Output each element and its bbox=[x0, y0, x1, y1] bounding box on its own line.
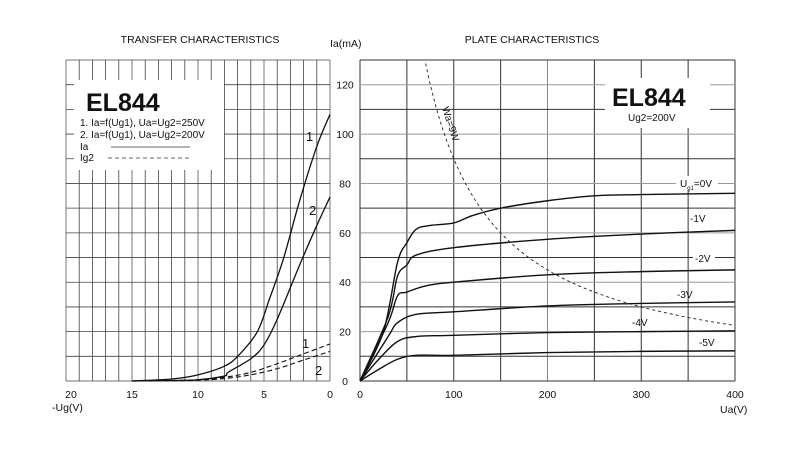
max-dissipation-curve bbox=[425, 63, 736, 326]
power-curve-label: Wa=9W bbox=[439, 106, 461, 144]
y-tick-label: 80 bbox=[339, 178, 351, 190]
x-tick-label: 0 bbox=[327, 389, 333, 401]
plate-series-1 bbox=[359, 229, 736, 382]
plate-title: PLATE CHARACTERISTICS bbox=[465, 34, 600, 46]
y-tick-label: 120 bbox=[336, 80, 354, 92]
y-tick-label: 0 bbox=[342, 376, 348, 388]
plate-x-tick-label: 100 bbox=[445, 389, 463, 401]
ig2-label-2: 2 bbox=[315, 363, 322, 378]
y-tick-label: 20 bbox=[339, 327, 351, 339]
curves bbox=[131, 63, 736, 382]
plate-series-5 bbox=[359, 350, 736, 382]
legend-ia-label: Ia bbox=[80, 142, 89, 153]
plate-heading: EL844 bbox=[612, 84, 686, 112]
transfer-series-ia-1 bbox=[131, 114, 331, 382]
label-0v: Ug1=0V bbox=[680, 179, 712, 192]
plate-series-2 bbox=[359, 269, 736, 382]
plate-subheading: Ug2=200V bbox=[628, 113, 676, 124]
curve-label-1: 1 bbox=[306, 129, 313, 144]
plate-heading-box bbox=[605, 78, 710, 128]
plate-series-3 bbox=[359, 301, 736, 382]
transfer-x-axis-label: -Ug(V) bbox=[52, 402, 83, 414]
plate-series-0 bbox=[359, 192, 736, 382]
y-tick-label: 100 bbox=[336, 129, 354, 141]
label-1v: -1V bbox=[690, 214, 706, 225]
plate-x-tick-label: 200 bbox=[539, 389, 557, 401]
legend-ig2-label: Ig2 bbox=[80, 153, 94, 164]
transfer-series-ig2-2 bbox=[131, 350, 331, 382]
plate-series-4 bbox=[359, 330, 736, 382]
transfer-series-ia-2 bbox=[131, 196, 331, 382]
y-tick-label: 40 bbox=[339, 277, 351, 289]
legend-box bbox=[74, 80, 224, 170]
transfer-title: TRANSFER CHARACTERISTICS bbox=[121, 34, 280, 46]
legend-heading: EL844 bbox=[86, 89, 160, 117]
x-tick-label: 10 bbox=[192, 389, 204, 401]
plate-curve-labels: Ug1=0V -1V -2V -3V -4V -5V Wa=9W bbox=[439, 106, 718, 349]
plate-x-axis-label: Ua(V) bbox=[720, 404, 747, 416]
plate-x-tick-label: 300 bbox=[632, 389, 650, 401]
label-3v: -3V bbox=[677, 290, 693, 301]
x-tick-label: 5 bbox=[261, 389, 267, 401]
label-5v: -5V bbox=[699, 338, 715, 349]
label-2v: -2V bbox=[695, 254, 711, 265]
y-axis-label: Ia(mA) bbox=[330, 38, 362, 50]
x-tick-label: 20 bbox=[65, 389, 77, 401]
y-tick-label: 60 bbox=[339, 228, 351, 240]
label-4v: -4V bbox=[632, 318, 648, 329]
legend-line-1: 1. Ia=f(Ug1), Ua=Ug2=250V bbox=[80, 118, 205, 129]
x-tick-label: 15 bbox=[126, 389, 138, 401]
curve-label-2: 2 bbox=[309, 203, 316, 218]
plate-x-tick-label: 0 bbox=[357, 389, 363, 401]
ig2-label-1: 1 bbox=[302, 336, 309, 351]
legend-line-2: 2. Ia=f(Ug1), Ua=Ug2=200V bbox=[80, 130, 205, 141]
plate-x-tick-label: 400 bbox=[726, 389, 744, 401]
